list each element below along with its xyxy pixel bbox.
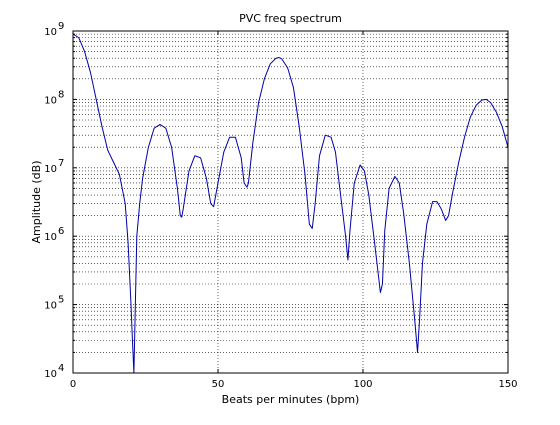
plot-frame: [72, 30, 509, 374]
x-tick-label: 0: [70, 379, 76, 390]
y-tick-label-exponent: 7: [58, 158, 64, 169]
y-tick-label: 10: [44, 164, 57, 175]
y-tick-label: 10: [44, 369, 57, 380]
y-tick-label-exponent: 4: [58, 363, 64, 374]
x-tick-label: 50: [212, 379, 225, 390]
series-layer: [72, 33, 509, 374]
y-tick-label-exponent: 5: [58, 295, 64, 306]
y-tick-label-exponent: 6: [58, 226, 64, 237]
y-tick-label-exponent: 8: [58, 89, 64, 100]
x-tick-label: 100: [353, 379, 372, 390]
x-axis-label: Beats per minutes (bpm): [222, 393, 360, 406]
y-tick-label: 10: [44, 232, 57, 243]
y-tick-label: 10: [44, 27, 57, 38]
y-tick-label: 10: [44, 95, 57, 106]
y-tick-label-exponent: 9: [58, 21, 64, 32]
plot-area: [73, 31, 508, 373]
grid-lines: [73, 31, 508, 373]
y-tick-label: 10: [44, 301, 57, 312]
x-tick-label: 150: [498, 379, 517, 390]
series-line: [72, 33, 509, 374]
chart-title: PVC freq spectrum: [239, 12, 342, 25]
y-axis-label: Amplitude (dB): [30, 161, 43, 244]
